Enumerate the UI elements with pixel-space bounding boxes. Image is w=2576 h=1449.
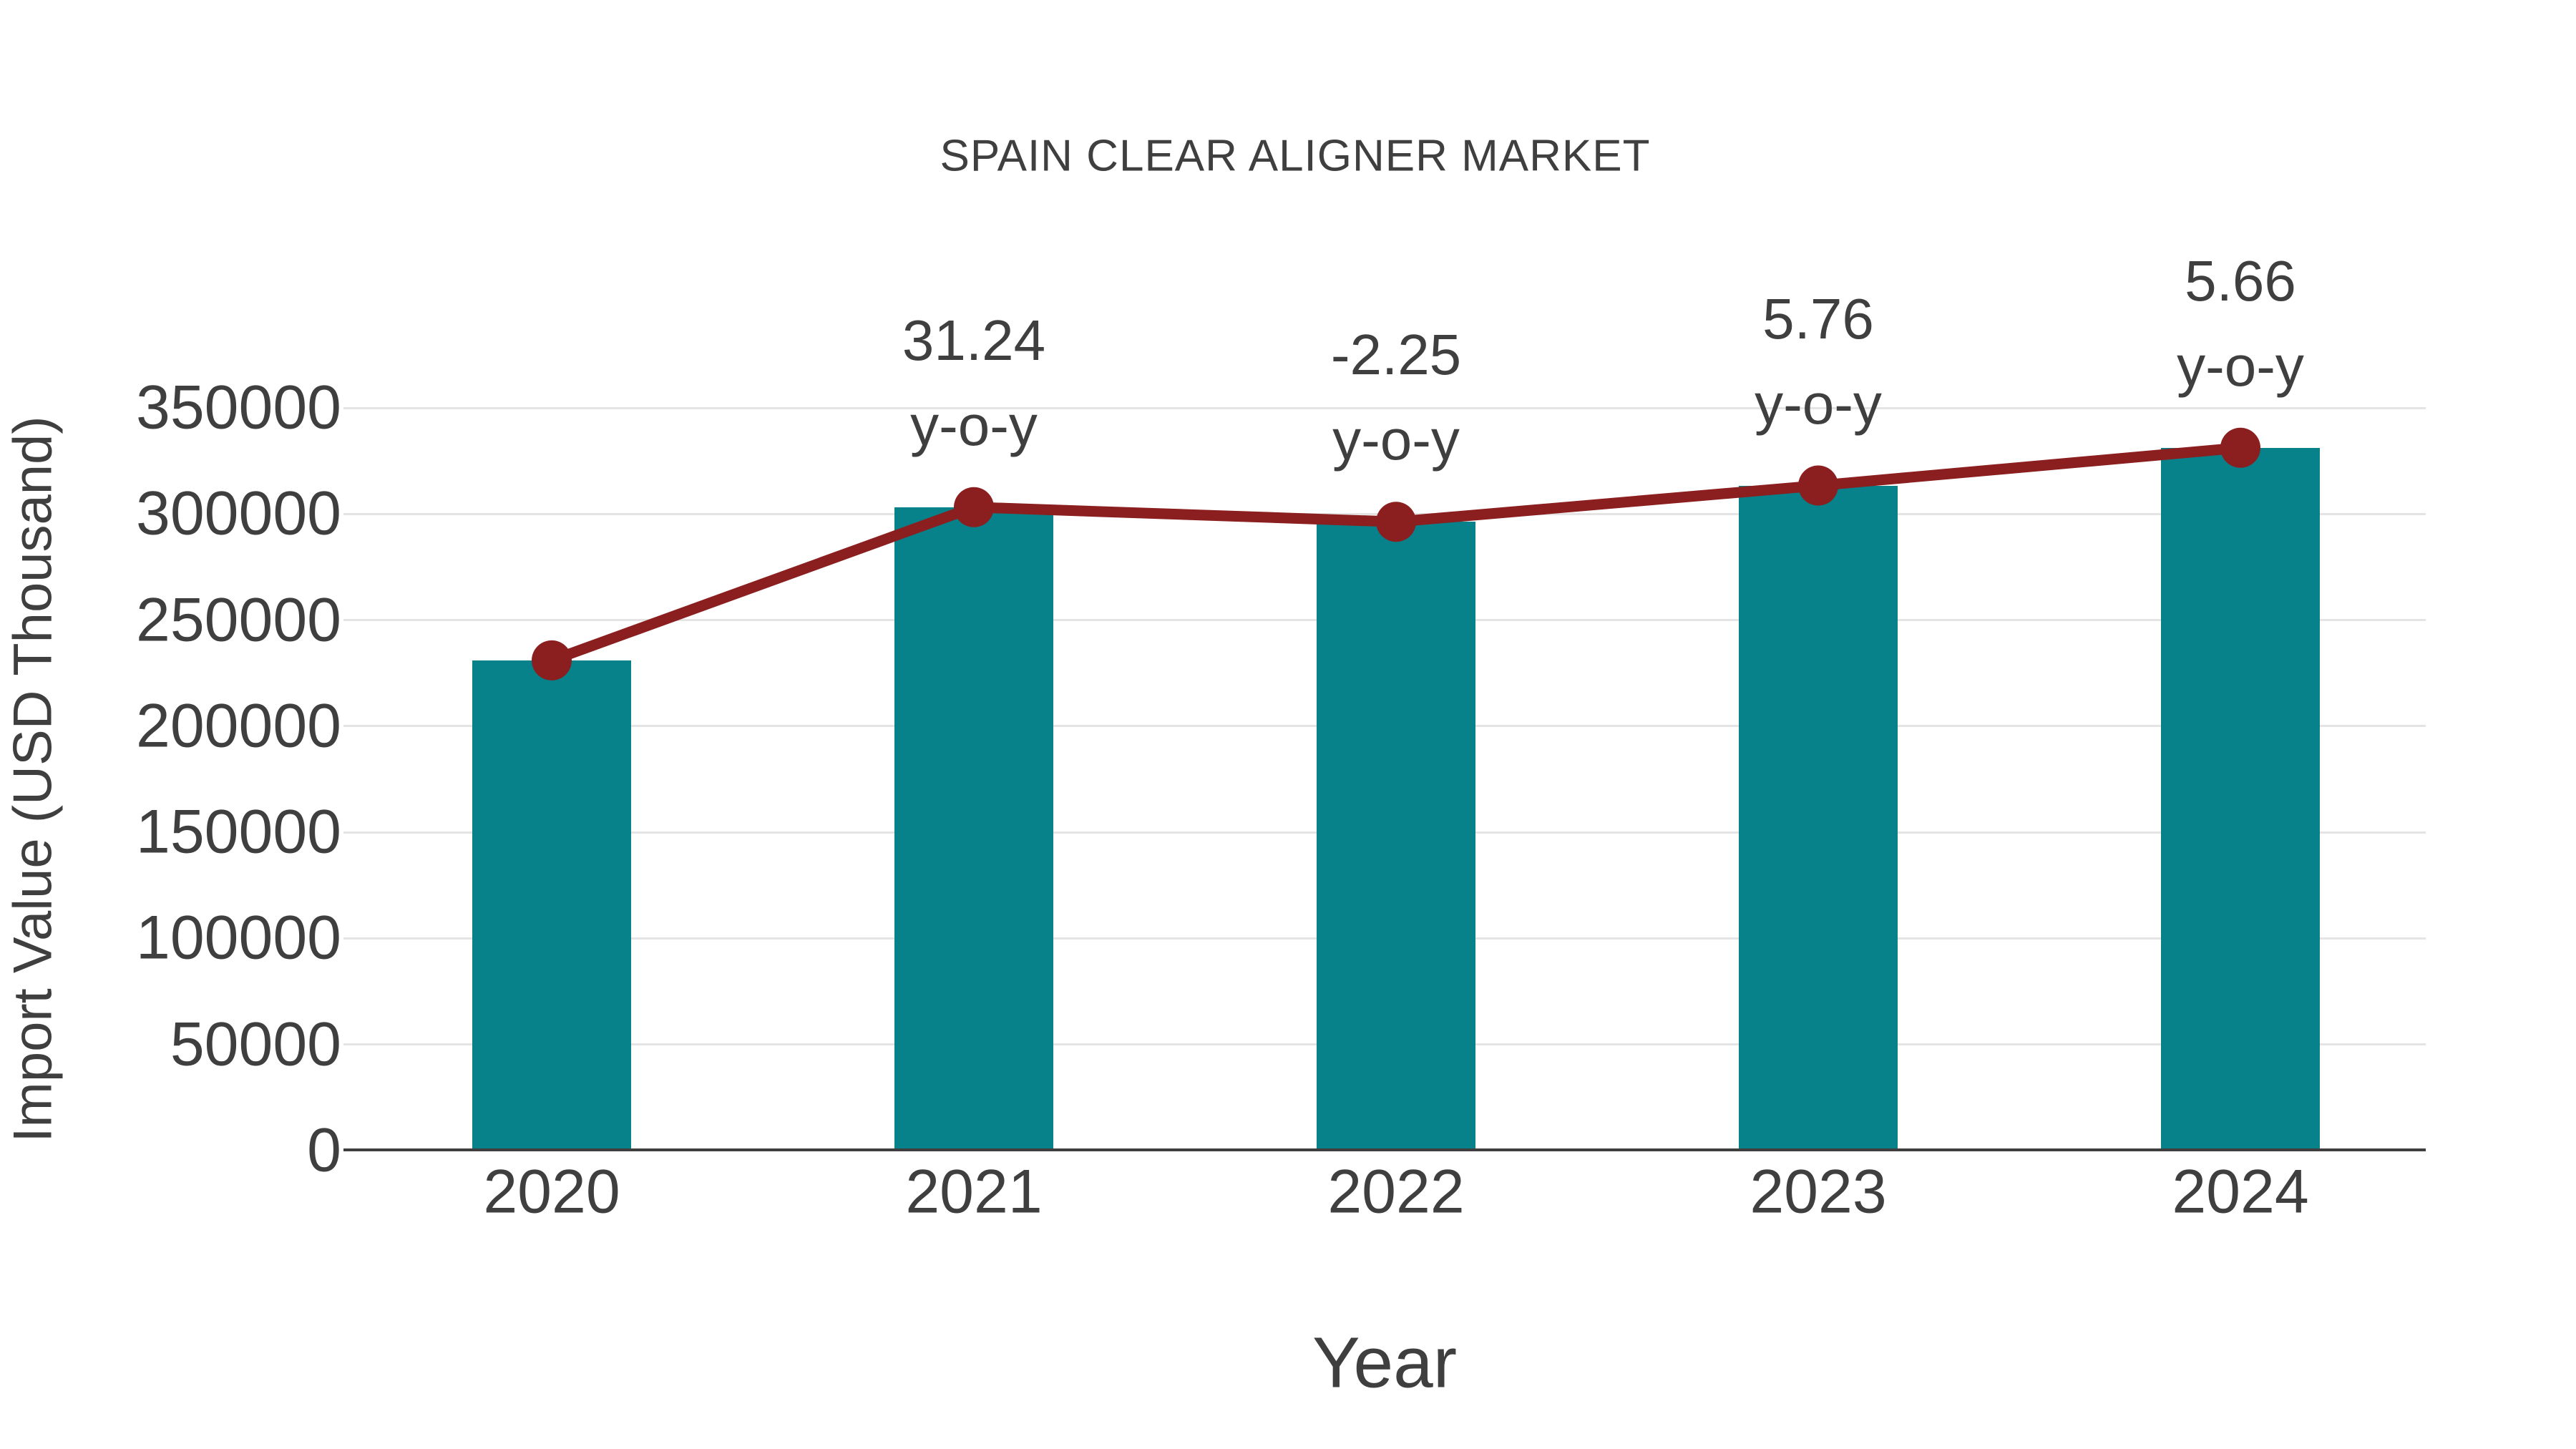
x-axis-line: [343, 1148, 2426, 1151]
x-tick-label: 2021: [905, 1157, 1043, 1226]
data-point-marker: [1798, 465, 1838, 506]
bar: [894, 507, 1053, 1151]
y-tick-label: 300000: [136, 479, 341, 548]
x-axis-title: Year: [1312, 1322, 1458, 1403]
bar: [1739, 485, 1898, 1151]
y-gridline: [343, 406, 2426, 409]
x-tick-label: 2023: [1750, 1157, 1887, 1226]
y-tick-label: 200000: [136, 691, 341, 761]
bar: [1317, 522, 1475, 1151]
yoy-annotation-suffix: y-o-y: [910, 393, 1038, 457]
y-tick-label: 100000: [136, 903, 341, 972]
yoy-annotation-suffix: y-o-y: [1755, 371, 1882, 436]
y-tick-label: 0: [307, 1116, 341, 1185]
yoy-annotation-suffix: y-o-y: [1332, 408, 1460, 472]
bar: [472, 660, 631, 1151]
yoy-annotation-value: 5.66: [2185, 248, 2296, 313]
y-tick-label: 150000: [136, 797, 341, 867]
y-tick-label: 250000: [136, 585, 341, 655]
x-tick-label: 2020: [483, 1157, 620, 1226]
data-point-marker: [2220, 427, 2260, 468]
yoy-annotation-value: -2.25: [1330, 323, 1462, 387]
chart-title: SPAIN CLEAR ALIGNER MARKET: [940, 131, 1651, 181]
y-tick-label: 350000: [136, 373, 341, 442]
x-tick-label: 2022: [1327, 1157, 1465, 1226]
trend-line: [550, 442, 2241, 665]
data-point-marker: [1376, 502, 1416, 542]
yoy-annotation-suffix: y-o-y: [2177, 333, 2304, 398]
bar: [2161, 447, 2320, 1151]
data-point-marker: [954, 487, 994, 527]
yoy-annotation-value: 5.76: [1762, 286, 1874, 351]
x-tick-label: 2024: [2172, 1157, 2309, 1226]
data-point-marker: [532, 640, 572, 680]
yoy-annotation-value: 31.24: [902, 308, 1046, 372]
y-tick-label: 50000: [170, 1010, 341, 1079]
